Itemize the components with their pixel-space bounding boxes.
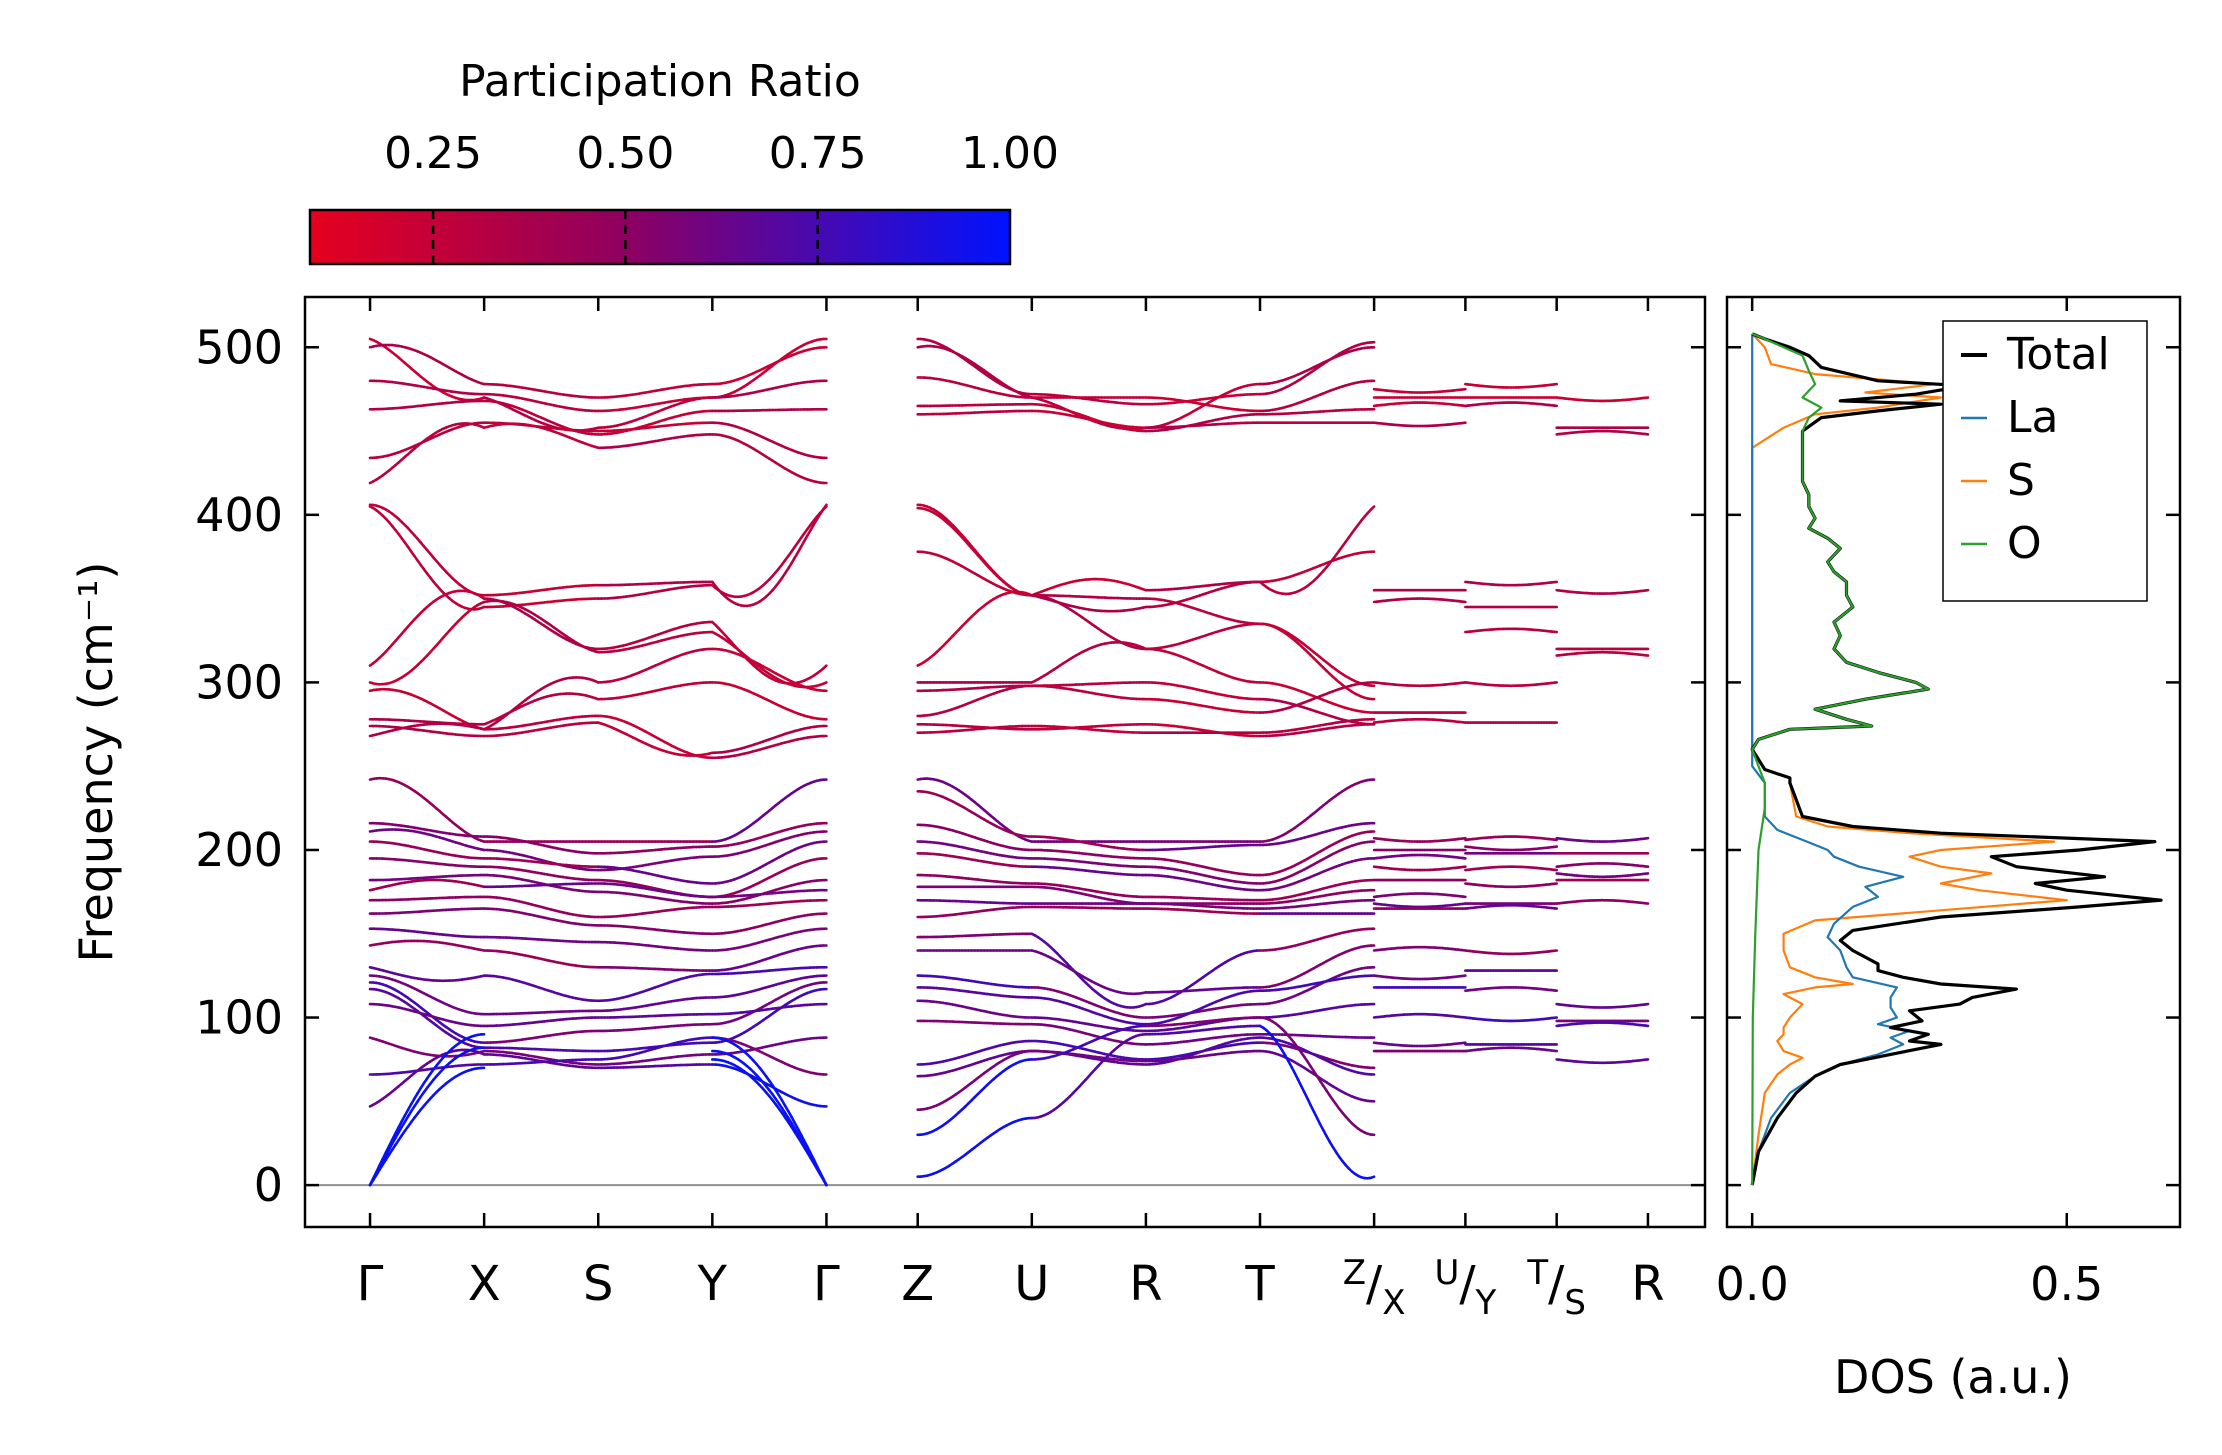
band-line	[821, 664, 828, 670]
colorbar-tick-label: 0.25	[384, 128, 482, 179]
colorbar-tick-label: 0.75	[769, 128, 867, 179]
band-lines	[368, 337, 1650, 1187]
colorbar-tick-label: 1.00	[961, 128, 1059, 179]
band-line	[821, 681, 828, 686]
colorbar: Participation Ratio 0.25 0.50 0.75 1.00	[308, 56, 1059, 266]
colorbar-title: Participation Ratio	[459, 56, 861, 107]
colorbar-gradient	[308, 208, 1012, 266]
colorbar-tick-label: 0.50	[576, 128, 674, 179]
colorbar-ticks: 0.25 0.50 0.75 1.00	[384, 128, 1059, 264]
